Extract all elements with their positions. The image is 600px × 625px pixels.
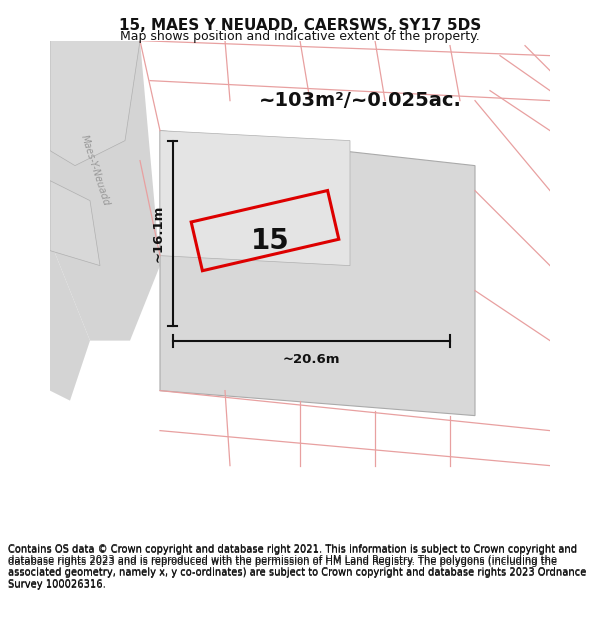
Polygon shape xyxy=(50,241,90,401)
Text: ~103m²/~0.025ac.: ~103m²/~0.025ac. xyxy=(259,91,461,110)
Text: ~20.6m: ~20.6m xyxy=(283,353,340,366)
Text: Contains OS data © Crown copyright and database right 2021. This information is : Contains OS data © Crown copyright and d… xyxy=(8,544,586,589)
Text: Contains OS data © Crown copyright and database right 2021. This information is : Contains OS data © Crown copyright and d… xyxy=(8,545,586,590)
Text: Maes-Y-Neuadd: Maes-Y-Neuadd xyxy=(79,134,111,208)
Text: Map shows position and indicative extent of the property.: Map shows position and indicative extent… xyxy=(120,30,480,43)
Polygon shape xyxy=(160,131,475,416)
Polygon shape xyxy=(50,181,100,266)
Polygon shape xyxy=(160,131,350,266)
Text: 15: 15 xyxy=(251,227,289,254)
Text: ~16.1m: ~16.1m xyxy=(152,204,165,262)
Polygon shape xyxy=(50,41,140,166)
Text: 15, MAES Y NEUADD, CAERSWS, SY17 5DS: 15, MAES Y NEUADD, CAERSWS, SY17 5DS xyxy=(119,18,481,32)
Polygon shape xyxy=(50,41,160,341)
Text: #999999: #999999 xyxy=(97,180,103,181)
